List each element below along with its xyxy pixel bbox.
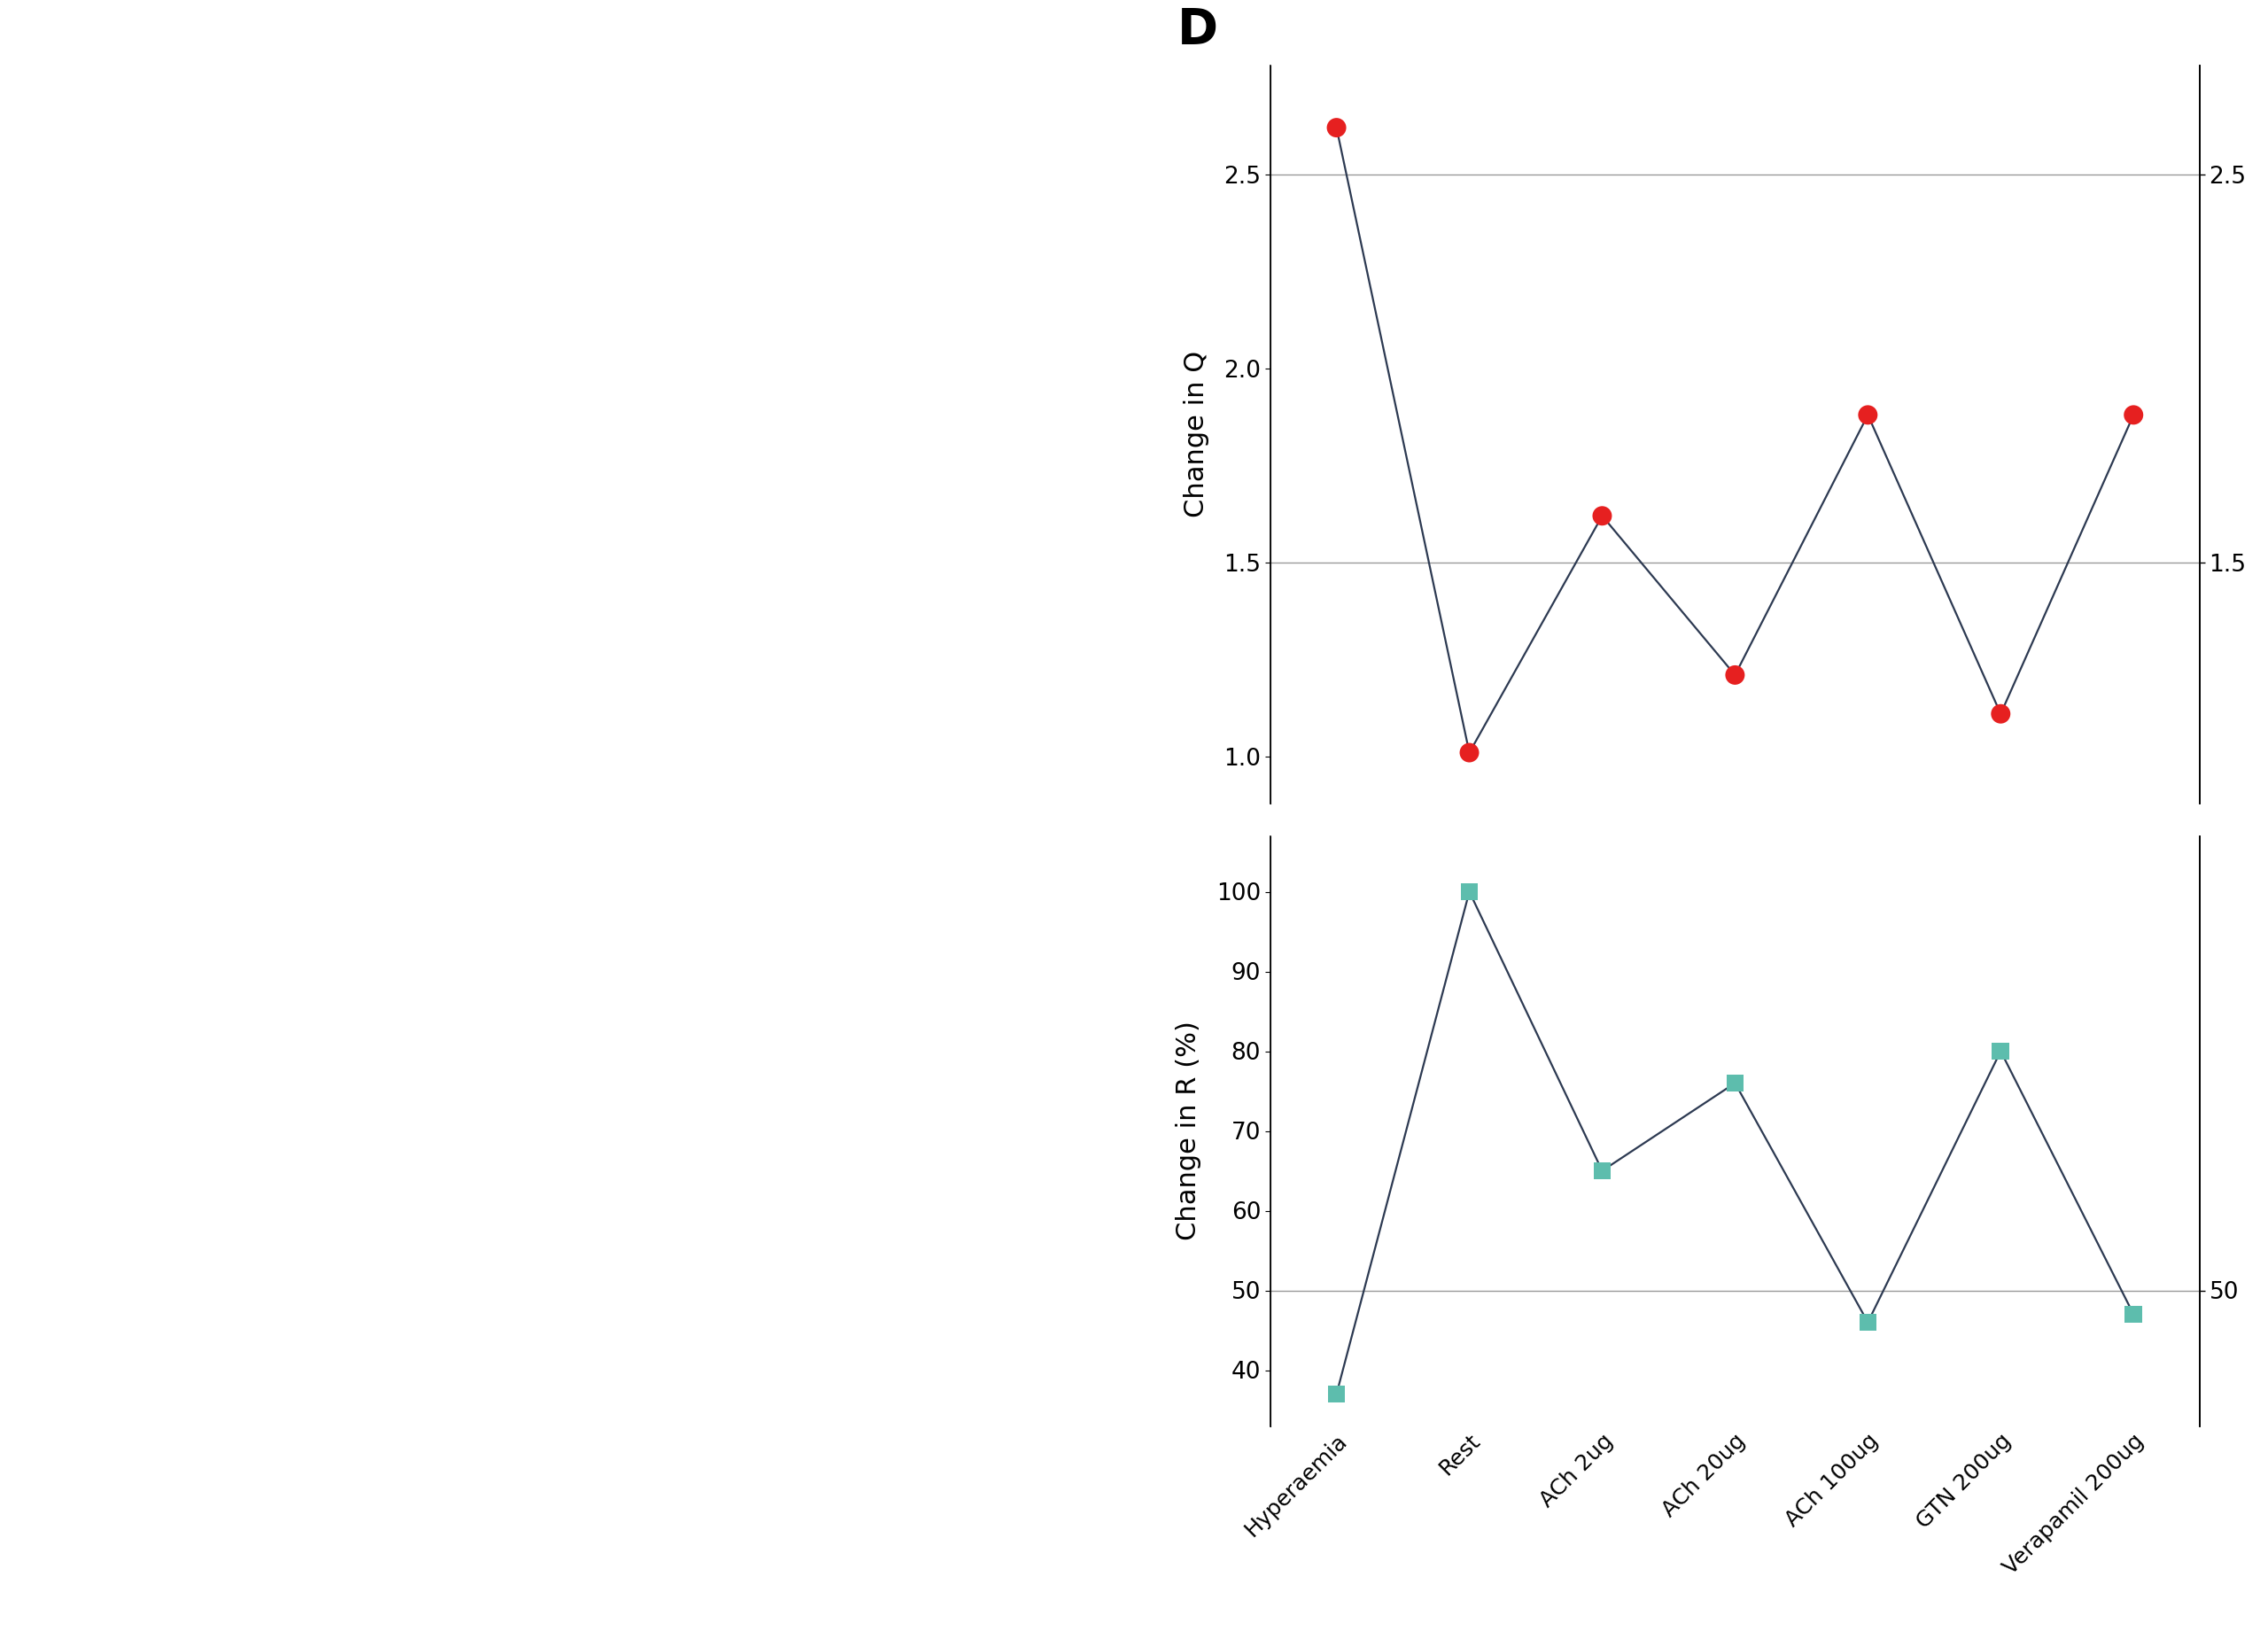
Point [2116,402,2152,428]
Text: D: D [1177,7,1218,54]
Point [1318,1382,1354,1408]
Text: B: B [34,1567,73,1614]
Point [1851,402,1887,428]
Point [1583,1157,1619,1183]
Point [1982,701,2019,728]
Point [1318,115,1354,141]
Point [1717,1070,1753,1096]
Text: C: C [601,879,637,926]
Point [1452,739,1488,765]
Y-axis label: Change in R (%): Change in R (%) [1175,1021,1202,1241]
Point [1452,879,1488,905]
Point [1717,662,1753,688]
Point [1982,1037,2019,1064]
Point [1583,503,1619,529]
Point [1851,1310,1887,1336]
Text: A: A [34,879,73,926]
Point [2116,1301,2152,1328]
Y-axis label: Change in Q: Change in Q [1184,351,1209,518]
